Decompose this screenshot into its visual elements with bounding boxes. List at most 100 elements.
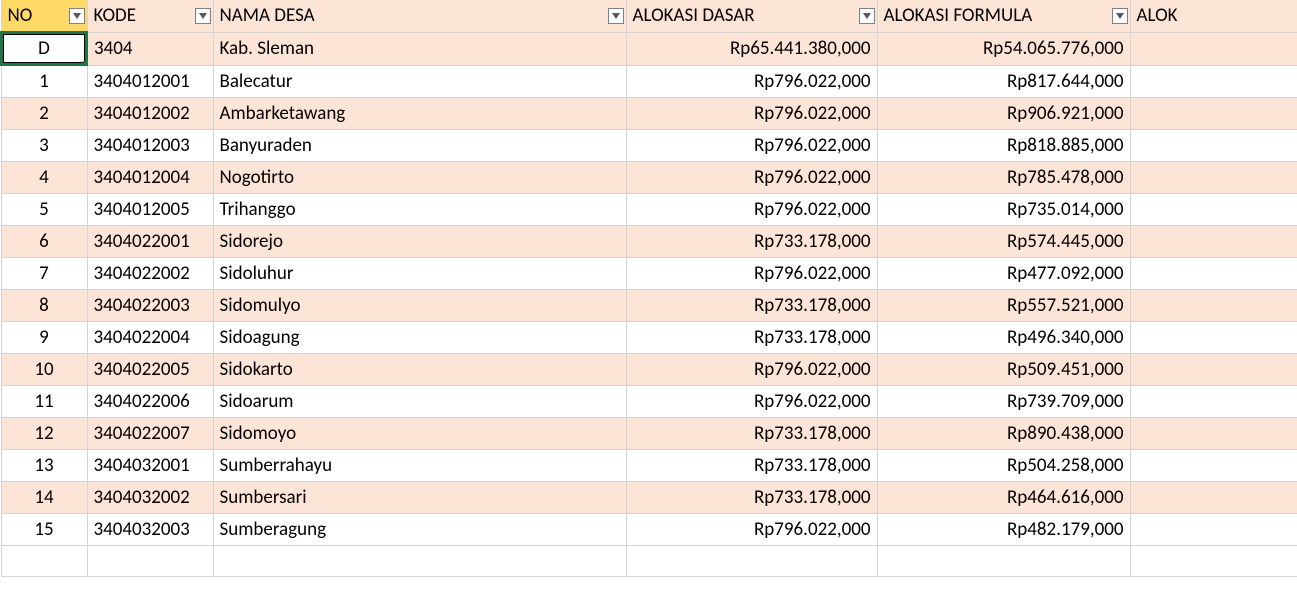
- cell-blank[interactable]: [1130, 514, 1297, 546]
- cell-ad[interactable]: Rp733.178,000: [626, 482, 877, 514]
- cell-kode[interactable]: 3404032003: [87, 514, 213, 546]
- cell-no[interactable]: 14: [1, 482, 87, 514]
- cell-blank[interactable]: [1130, 354, 1297, 386]
- empty-cell[interactable]: [87, 546, 213, 577]
- summary-blank[interactable]: [1130, 32, 1297, 65]
- cell-nama[interactable]: Ambarketawang: [213, 98, 626, 130]
- cell-kode[interactable]: 3404012005: [87, 194, 213, 226]
- table-row[interactable]: 153404032003SumberagungRp796.022,000Rp48…: [1, 514, 1297, 546]
- cell-ad[interactable]: Rp796.022,000: [626, 386, 877, 418]
- cell-ad[interactable]: Rp733.178,000: [626, 322, 877, 354]
- table-row[interactable]: 103404022005SidokartoRp796.022,000Rp509.…: [1, 354, 1297, 386]
- header-kode[interactable]: KODE: [87, 0, 213, 32]
- cell-nama[interactable]: Sidokarto: [213, 354, 626, 386]
- cell-af[interactable]: Rp890.438,000: [877, 418, 1130, 450]
- cell-nama[interactable]: Sidomulyo: [213, 290, 626, 322]
- summary-ad[interactable]: Rp65.441.380,000: [626, 32, 877, 65]
- cell-ad[interactable]: Rp733.178,000: [626, 450, 877, 482]
- table-row[interactable]: 33404012003BanyuradenRp796.022,000Rp818.…: [1, 130, 1297, 162]
- cell-nama[interactable]: Sidoagung: [213, 322, 626, 354]
- cell-blank[interactable]: [1130, 98, 1297, 130]
- cell-nama[interactable]: Balecatur: [213, 65, 626, 98]
- table-row[interactable]: 123404022007SidomoyoRp733.178,000Rp890.4…: [1, 418, 1297, 450]
- cell-no[interactable]: 1: [1, 65, 87, 98]
- cell-blank[interactable]: [1130, 322, 1297, 354]
- filter-no-button[interactable]: [69, 8, 85, 24]
- cell-kode[interactable]: 3404022007: [87, 418, 213, 450]
- cell-blank[interactable]: [1130, 65, 1297, 98]
- cell-nama[interactable]: Nogotirto: [213, 162, 626, 194]
- cell-blank[interactable]: [1130, 258, 1297, 290]
- cell-nama[interactable]: Trihanggo: [213, 194, 626, 226]
- summary-af[interactable]: Rp54.065.776,000: [877, 32, 1130, 65]
- empty-cell[interactable]: [877, 546, 1130, 577]
- cell-blank[interactable]: [1130, 162, 1297, 194]
- table-row[interactable]: 53404012005TrihanggoRp796.022,000Rp735.0…: [1, 194, 1297, 226]
- cell-kode[interactable]: 3404032002: [87, 482, 213, 514]
- cell-af[interactable]: Rp785.478,000: [877, 162, 1130, 194]
- cell-kode[interactable]: 3404022003: [87, 290, 213, 322]
- table-row[interactable]: 83404022003SidomulyoRp733.178,000Rp557.5…: [1, 290, 1297, 322]
- table-row[interactable]: 13404012001BalecaturRp796.022,000Rp817.6…: [1, 65, 1297, 98]
- cell-af[interactable]: Rp906.921,000: [877, 98, 1130, 130]
- cell-no[interactable]: 8: [1, 290, 87, 322]
- table-row[interactable]: 63404022001SidorejoRp733.178,000Rp574.44…: [1, 226, 1297, 258]
- cell-blank[interactable]: [1130, 482, 1297, 514]
- cell-kode[interactable]: 3404012004: [87, 162, 213, 194]
- cell-blank[interactable]: [1130, 130, 1297, 162]
- filter-af-button[interactable]: [1112, 8, 1128, 24]
- header-last[interactable]: ALOK: [1130, 0, 1297, 32]
- cell-nama[interactable]: Sidoluhur: [213, 258, 626, 290]
- cell-nama[interactable]: Sidorejo: [213, 226, 626, 258]
- cell-no[interactable]: 3: [1, 130, 87, 162]
- cell-ad[interactable]: Rp796.022,000: [626, 65, 877, 98]
- empty-cell[interactable]: [1, 546, 87, 577]
- selection-handle[interactable]: [83, 61, 87, 65]
- cell-no[interactable]: 5: [1, 194, 87, 226]
- table-row[interactable]: 23404012002AmbarketawangRp796.022,000Rp9…: [1, 98, 1297, 130]
- table-row[interactable]: 73404022002SidoluhurRp796.022,000Rp477.0…: [1, 258, 1297, 290]
- cell-no[interactable]: 13: [1, 450, 87, 482]
- table-row[interactable]: 143404032002SumbersariRp733.178,000Rp464…: [1, 482, 1297, 514]
- cell-no[interactable]: 10: [1, 354, 87, 386]
- cell-af[interactable]: Rp504.258,000: [877, 450, 1130, 482]
- empty-cell[interactable]: [1130, 546, 1297, 577]
- summary-row[interactable]: D 3404 Kab. Sleman Rp65.441.380,000 Rp54…: [1, 32, 1297, 65]
- cell-af[interactable]: Rp496.340,000: [877, 322, 1130, 354]
- cell-nama[interactable]: Sumberrahayu: [213, 450, 626, 482]
- cell-ad[interactable]: Rp796.022,000: [626, 194, 877, 226]
- cell-af[interactable]: Rp464.616,000: [877, 482, 1130, 514]
- cell-ad[interactable]: Rp733.178,000: [626, 290, 877, 322]
- cell-blank[interactable]: [1130, 386, 1297, 418]
- header-nama[interactable]: NAMA DESA: [213, 0, 626, 32]
- cell-af[interactable]: Rp735.014,000: [877, 194, 1130, 226]
- cell-ad[interactable]: Rp796.022,000: [626, 514, 877, 546]
- cell-kode[interactable]: 3404022004: [87, 322, 213, 354]
- cell-af[interactable]: Rp739.709,000: [877, 386, 1130, 418]
- cell-ad[interactable]: Rp796.022,000: [626, 162, 877, 194]
- cell-kode[interactable]: 3404012001: [87, 65, 213, 98]
- header-alokasi-dasar[interactable]: ALOKASI DASAR: [626, 0, 877, 32]
- cell-nama[interactable]: Sidoarum: [213, 386, 626, 418]
- cell-no[interactable]: 4: [1, 162, 87, 194]
- summary-nama[interactable]: Kab. Sleman: [213, 32, 626, 65]
- empty-cell[interactable]: [626, 546, 877, 577]
- cell-blank[interactable]: [1130, 194, 1297, 226]
- cell-nama[interactable]: Sumberagung: [213, 514, 626, 546]
- cell-af[interactable]: Rp482.179,000: [877, 514, 1130, 546]
- cell-af[interactable]: Rp818.885,000: [877, 130, 1130, 162]
- empty-cell[interactable]: [213, 546, 626, 577]
- cell-ad[interactable]: Rp733.178,000: [626, 418, 877, 450]
- cell-no[interactable]: 15: [1, 514, 87, 546]
- cell-blank[interactable]: [1130, 226, 1297, 258]
- cell-nama[interactable]: Sumbersari: [213, 482, 626, 514]
- cell-kode[interactable]: 3404012003: [87, 130, 213, 162]
- cell-kode[interactable]: 3404022001: [87, 226, 213, 258]
- table-row[interactable]: 113404022006SidoarumRp796.022,000Rp739.7…: [1, 386, 1297, 418]
- cell-no[interactable]: 6: [1, 226, 87, 258]
- cell-af[interactable]: Rp509.451,000: [877, 354, 1130, 386]
- filter-ad-button[interactable]: [859, 8, 875, 24]
- cell-af[interactable]: Rp557.521,000: [877, 290, 1130, 322]
- table-row[interactable]: 43404012004NogotirtoRp796.022,000Rp785.4…: [1, 162, 1297, 194]
- cell-ad[interactable]: Rp733.178,000: [626, 226, 877, 258]
